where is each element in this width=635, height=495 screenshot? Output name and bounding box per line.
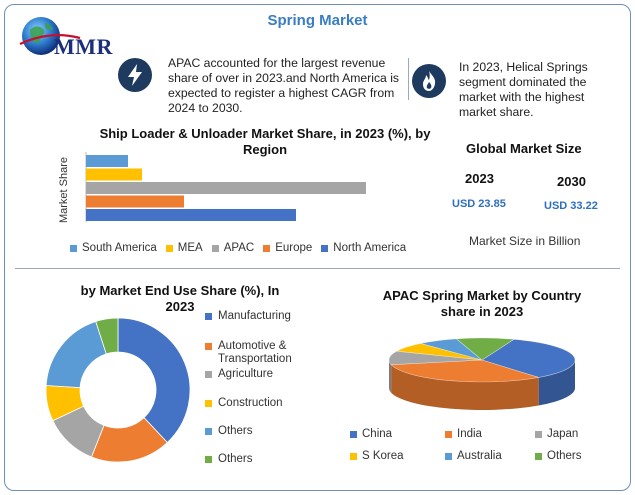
legend-swatch	[211, 244, 219, 252]
legend-label: China	[362, 428, 393, 440]
legend-label: Australia	[457, 450, 502, 462]
pie-slice-others	[455, 338, 515, 361]
legend-label: Construction	[218, 397, 283, 409]
bar-apac	[86, 182, 366, 194]
global-market-title: Global Market Size	[466, 141, 582, 156]
pie-slice-india	[390, 359, 539, 383]
bar-europe	[86, 195, 184, 208]
pie-legend-s-korea: S Korea	[350, 450, 404, 462]
legend-swatch	[445, 430, 452, 438]
legend-swatch	[350, 452, 357, 460]
legend-label: S Korea	[362, 450, 404, 462]
legend-label: North America	[333, 242, 407, 254]
pie-chart-title: APAC Spring Market by Country share in 2…	[382, 288, 582, 319]
year-2023-label: 2023	[465, 171, 494, 186]
donut-chart-legend: Manufacturing Automotive & Transportation…	[205, 310, 325, 470]
donut-slice-manufacturing-0	[117, 317, 191, 444]
legend-label: Others	[547, 450, 582, 462]
value-2030: USD 33.22	[544, 200, 598, 212]
legend-swatch	[205, 456, 212, 463]
flame-icon	[412, 64, 446, 98]
legend-label: Manufacturing	[218, 310, 291, 322]
market-size-note: Market Size in Billion	[469, 234, 581, 248]
legend-label: Others	[218, 453, 253, 465]
bar-legend-south-america: South America	[70, 240, 157, 256]
legend-swatch	[350, 430, 357, 438]
pie-slice-china	[481, 339, 576, 378]
pie-legend-australia: Australia	[445, 450, 502, 462]
legend-label: Others	[218, 425, 253, 437]
bar-chart-title: Ship Loader & Unloader Market Share, in …	[99, 126, 431, 157]
donut-legend-agriculture-2: Agriculture	[205, 368, 315, 381]
legend-label: South America	[82, 242, 157, 254]
pie-chart-legend: China India Japan S Korea Australia Others	[350, 426, 620, 470]
bar-legend-apac: APAC	[211, 240, 255, 256]
legend-swatch	[205, 343, 212, 350]
legend-swatch	[321, 244, 329, 252]
pie-side-india	[391, 364, 539, 410]
mmr-logo	[18, 14, 138, 62]
pie-legend-others: Others	[535, 450, 582, 462]
donut-legend-construction-3: Construction	[205, 397, 315, 410]
lightning-icon	[118, 58, 152, 92]
bar-chart-legend: South America MEA APAC Europe North America	[70, 240, 430, 256]
legend-label: Automotive & Transportation	[218, 340, 292, 365]
pie-side-japan	[389, 360, 392, 393]
legend-swatch	[445, 452, 452, 460]
legend-label: MEA	[177, 242, 203, 254]
bar-south-america	[86, 155, 128, 167]
legend-swatch	[263, 244, 271, 252]
donut-legend-manufacturing-0: Manufacturing	[205, 310, 315, 323]
donut-legend-others-4: Others	[205, 425, 315, 438]
bar-legend-mea: MEA	[165, 240, 203, 256]
legend-swatch	[205, 400, 212, 407]
page-title: Spring Market	[267, 12, 368, 29]
globe-icon	[19, 17, 81, 55]
bar-legend-north-america: North America	[321, 240, 406, 256]
logo-text: MMR	[54, 34, 113, 59]
bar-mea	[86, 168, 142, 181]
year-2030-label: 2030	[557, 174, 586, 189]
legend-label: APAC	[223, 242, 255, 254]
legend-swatch	[535, 452, 542, 460]
infographic-frame	[4, 4, 631, 491]
donut-slice-others-4	[45, 321, 107, 389]
legend-swatch	[535, 430, 542, 438]
pie-legend-india: India	[445, 428, 482, 440]
legend-label: India	[457, 428, 482, 440]
donut-chart	[45, 317, 191, 463]
legend-label: Japan	[547, 428, 579, 440]
pie-legend-china: China	[350, 428, 392, 440]
legend-swatch	[205, 371, 212, 378]
legend-swatch	[165, 244, 173, 252]
donut-legend-automotive-transportation-1: Automotive & Transportation	[205, 340, 315, 366]
bar-chart-y-axis-label: Market Share	[58, 157, 70, 223]
legend-label: Agriculture	[218, 368, 273, 380]
bar-legend-europe: Europe	[263, 240, 312, 256]
legend-swatch	[205, 428, 212, 435]
section-divider	[15, 268, 620, 269]
bar-north-america	[86, 209, 296, 221]
bar-chart: Market Share	[58, 152, 366, 223]
pie-side-china	[538, 360, 575, 406]
legend-swatch	[70, 244, 77, 252]
donut-legend-others-5: Others	[205, 453, 315, 466]
pie-legend-japan: Japan	[535, 428, 578, 440]
info-divider	[408, 58, 409, 100]
donut-chart-title: by Market End Use Share (%), In 2023	[80, 283, 280, 314]
legend-label: Europe	[275, 242, 313, 254]
info-text-right: In 2023, Helical Springs segment dominat…	[459, 60, 588, 119]
info-text-left: APAC accounted for the largest revenue s…	[168, 56, 400, 115]
value-2023: USD 23.85	[452, 198, 506, 210]
donut-slice-others-5	[95, 317, 119, 355]
legend-swatch	[205, 313, 212, 320]
pie-chart	[388, 338, 576, 410]
